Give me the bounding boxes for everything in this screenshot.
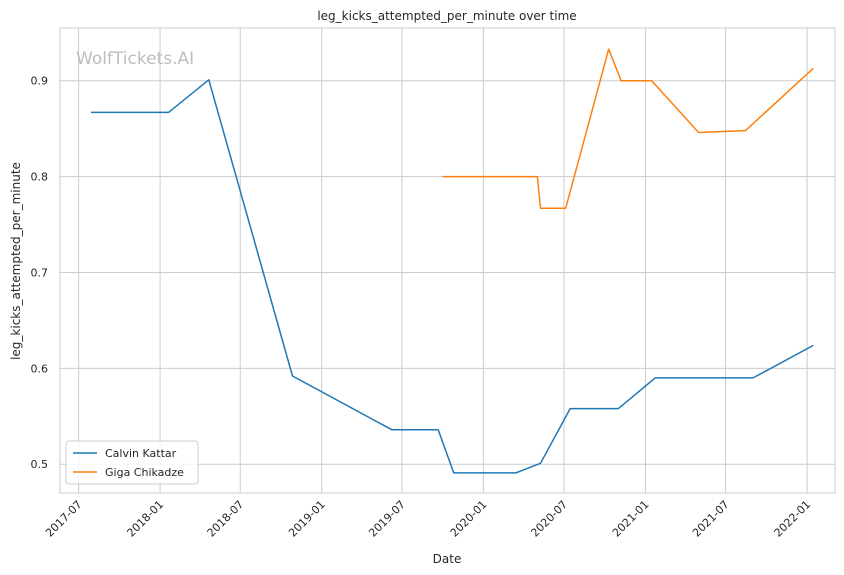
legend-label: Calvin Kattar [105, 447, 177, 460]
legend-box [65, 440, 199, 485]
x-axis-label: Date [433, 552, 462, 566]
x-tick-label: 2019-01 [286, 498, 328, 540]
x-tick-label: 2021-07 [690, 498, 732, 540]
x-tick-label: 2019-07 [366, 498, 408, 540]
y-tick-label: 0.9 [31, 75, 49, 88]
x-tick-label: 2018-07 [205, 498, 247, 540]
series-line-calvin-kattar [91, 79, 814, 474]
watermark-logo: WolfTickets.AI [76, 49, 194, 69]
y-tick-label: 0.8 [31, 171, 49, 184]
x-tick-label: 2018-01 [125, 498, 167, 540]
y-tick-label: 0.7 [31, 266, 49, 279]
x-tick-label: 2021-01 [610, 498, 652, 540]
x-tick-label: 2020-07 [528, 498, 570, 540]
y-tick-label: 0.5 [31, 458, 49, 471]
x-tick-label: 2017-07 [43, 498, 85, 540]
y-tick-labels: 0.5 0.6 0.7 0.8 0.9 [31, 75, 49, 472]
series-layer [91, 48, 814, 474]
series-line-giga-chikadze [442, 48, 814, 209]
legend-label: Giga Chikadze [105, 466, 184, 479]
x-tick-label: 2022-01 [772, 498, 814, 540]
x-tick-labels: 2017-07 2018-01 2018-07 2019-01 2019-07 2020-… [43, 498, 813, 540]
chart-title: leg_kicks_attempted_per_minute over time [317, 9, 576, 23]
grid-lines [60, 28, 835, 493]
x-tick-label: 2020-01 [448, 498, 490, 540]
legend: Calvin Kattar Giga Chikadze [65, 440, 199, 485]
plot-frame [59, 27, 836, 494]
y-tick-label: 0.6 [31, 362, 49, 375]
y-axis-label: leg_kicks_attempted_per_minute [9, 162, 23, 360]
